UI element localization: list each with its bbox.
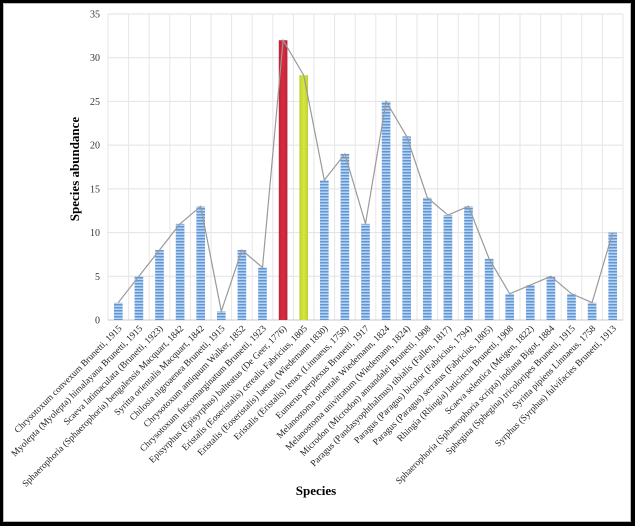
- bar: [175, 223, 185, 320]
- y-tick-label: 25: [90, 97, 100, 108]
- bar: [484, 258, 494, 320]
- y-tick-label: 35: [90, 10, 100, 21]
- bar: [319, 180, 329, 320]
- bar: [443, 215, 453, 320]
- bars: [113, 40, 618, 320]
- bar: [608, 232, 618, 320]
- trend-polyline: [117, 38, 614, 314]
- bar: [237, 250, 247, 320]
- y-tick-label: 10: [90, 228, 100, 239]
- bar: [278, 40, 288, 320]
- bar: [299, 75, 309, 320]
- y-axis-title: Species abundance: [67, 117, 82, 222]
- y-axis-ticks: 0 5 10 15 20 25 30 35: [90, 10, 100, 327]
- bar: [340, 153, 350, 320]
- bar: [587, 302, 597, 320]
- bar: [422, 197, 432, 320]
- trend-line: [117, 38, 614, 314]
- y-tick-label: 5: [95, 272, 100, 283]
- y-tick-label: 30: [90, 53, 100, 64]
- y-tick-label: 20: [90, 141, 100, 152]
- bar: [258, 267, 267, 320]
- bar: [464, 206, 473, 320]
- x-axis-labels: Chrysotoxum convexum Brunetti, 1915Myole…: [9, 323, 619, 489]
- bar-chart: 0 5 10 15 20 25 30 35 Chrysotoxum convexum Brun…: [9, 10, 624, 498]
- y-tick-label: 15: [90, 184, 100, 195]
- gridlines: [107, 13, 624, 321]
- x-axis-title: Species: [296, 483, 336, 498]
- bar: [216, 311, 226, 320]
- y-tick-label: 0: [95, 316, 100, 327]
- bar: [361, 223, 370, 320]
- bar: [567, 293, 576, 320]
- bar: [525, 285, 535, 320]
- bar: [155, 250, 164, 320]
- bar: [134, 276, 144, 320]
- bar: [402, 136, 412, 320]
- bar: [113, 302, 123, 320]
- bar: [505, 293, 515, 320]
- bar: [546, 276, 556, 320]
- chart-panel: 0 5 10 15 20 25 30 35 Chrysotoxum convexum Brun…: [3, 3, 631, 522]
- bar: [381, 101, 391, 320]
- bar: [196, 206, 206, 320]
